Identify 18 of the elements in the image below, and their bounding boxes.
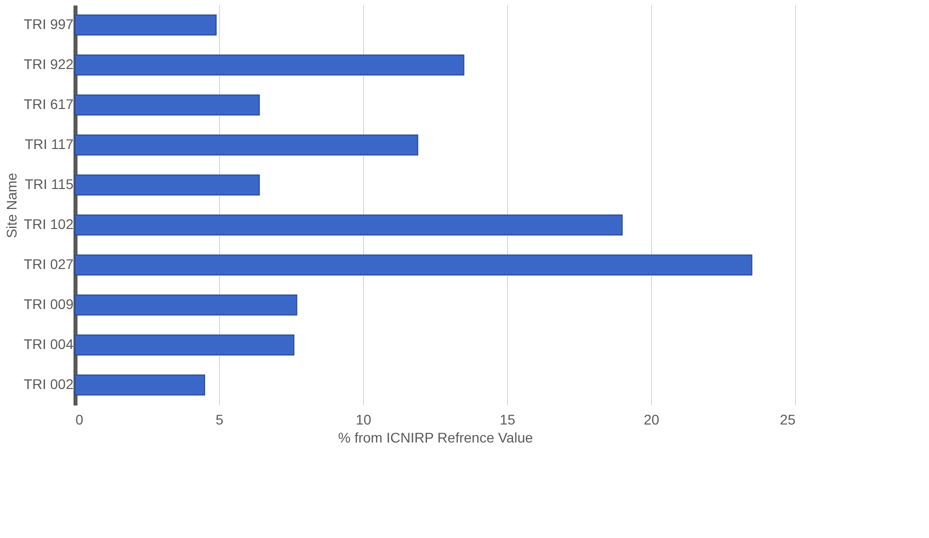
x-axis-title: % from ICNIRP Refrence Value	[338, 430, 534, 446]
x-tick-label: 5	[216, 412, 224, 428]
y-axis-title: Site Name	[4, 172, 20, 238]
y-tick-label: TRI 027	[24, 256, 74, 272]
y-tick-label: TRI 997	[24, 16, 74, 32]
x-tick-label: 25	[780, 412, 796, 428]
x-tick-label: 20	[644, 412, 660, 428]
y-tick-label: TRI 922	[24, 56, 74, 72]
y-tick-label: TRI 002	[24, 376, 74, 392]
y-tick-label: TRI 102	[24, 216, 74, 232]
y-tick-label: TRI 117	[24, 136, 74, 152]
y-tick-label: TRI 004	[24, 336, 74, 352]
x-tick-label: 15	[500, 412, 516, 428]
y-tick-label: TRI 009	[24, 296, 74, 312]
x-tick-label: 10	[356, 412, 372, 428]
x-tick-label: 0	[76, 412, 84, 428]
y-tick-label: TRI 115	[24, 176, 74, 192]
y-tick-label: TRI 617	[24, 96, 74, 112]
